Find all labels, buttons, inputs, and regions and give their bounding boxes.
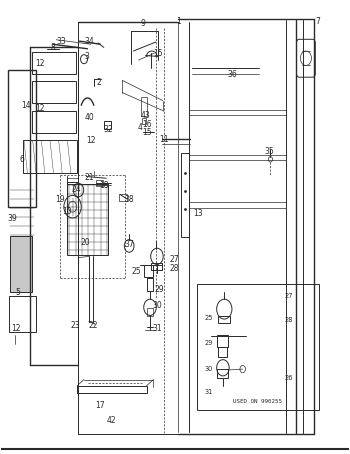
Text: 25: 25	[131, 266, 141, 276]
Text: 6: 6	[20, 155, 24, 164]
Text: 2: 2	[96, 78, 101, 87]
Text: 28: 28	[169, 264, 179, 273]
Text: 16: 16	[142, 119, 151, 128]
Text: 30: 30	[152, 301, 162, 311]
Text: 43: 43	[141, 111, 150, 119]
Bar	[96, 180, 104, 187]
Text: 1: 1	[176, 17, 181, 26]
Text: USED ON 990255: USED ON 990255	[233, 399, 282, 404]
Bar	[141, 98, 147, 116]
Text: 23: 23	[70, 321, 80, 330]
Text: 37: 37	[124, 240, 134, 249]
Text: 21: 21	[84, 173, 94, 182]
Text: 12: 12	[36, 59, 45, 68]
Text: 31: 31	[152, 324, 162, 333]
Text: 35: 35	[265, 147, 274, 156]
Bar	[147, 308, 153, 316]
Bar	[32, 52, 76, 74]
Text: 15: 15	[154, 49, 163, 58]
Text: 11: 11	[159, 134, 169, 143]
Bar	[9, 296, 36, 332]
Text: 29: 29	[205, 340, 213, 346]
Text: 29: 29	[155, 285, 164, 294]
Bar	[218, 347, 227, 357]
Text: 8: 8	[50, 43, 55, 52]
Text: 7: 7	[315, 17, 320, 26]
Text: 31: 31	[205, 389, 213, 395]
Text: 30: 30	[205, 366, 213, 372]
Text: 14: 14	[22, 101, 31, 110]
Text: 10: 10	[62, 207, 71, 216]
Text: 13: 13	[193, 209, 202, 218]
Text: 24: 24	[71, 186, 81, 194]
Text: 17: 17	[96, 401, 105, 410]
Text: 18: 18	[99, 181, 108, 190]
Bar	[218, 316, 230, 323]
Text: 4: 4	[138, 123, 143, 132]
Text: 40: 40	[85, 114, 95, 122]
Bar	[217, 369, 228, 378]
Bar	[104, 120, 111, 128]
Text: 26: 26	[285, 375, 293, 381]
Text: 3: 3	[84, 52, 89, 61]
Bar	[217, 336, 228, 346]
Text: 38: 38	[124, 194, 134, 203]
Text: 27: 27	[169, 255, 179, 264]
Bar	[10, 236, 32, 292]
Text: 25: 25	[205, 315, 213, 321]
Text: 15: 15	[142, 128, 151, 137]
Bar	[23, 140, 77, 173]
Text: 19: 19	[55, 194, 64, 203]
Bar	[197, 284, 319, 410]
Bar	[8, 70, 36, 207]
Bar	[32, 111, 76, 133]
Bar	[32, 81, 76, 103]
Bar	[181, 153, 189, 237]
Bar	[142, 118, 146, 124]
Text: 42: 42	[107, 415, 117, 424]
Text: 12: 12	[86, 136, 96, 145]
Text: 12: 12	[11, 324, 21, 333]
Text: 12: 12	[36, 104, 45, 114]
Text: 39: 39	[8, 214, 18, 223]
Bar	[66, 184, 108, 255]
Bar	[119, 193, 127, 201]
Bar	[152, 263, 162, 270]
Text: 32: 32	[104, 125, 113, 134]
Text: 27: 27	[285, 292, 293, 299]
Text: 34: 34	[84, 37, 94, 45]
Text: 36: 36	[228, 70, 237, 79]
Text: 28: 28	[285, 316, 293, 322]
Text: 9: 9	[141, 19, 146, 28]
Bar	[147, 277, 153, 291]
Bar	[145, 265, 153, 276]
Text: 33: 33	[56, 38, 66, 46]
Text: 5: 5	[16, 288, 21, 297]
Text: 20: 20	[80, 238, 90, 247]
Text: 22: 22	[89, 321, 98, 330]
